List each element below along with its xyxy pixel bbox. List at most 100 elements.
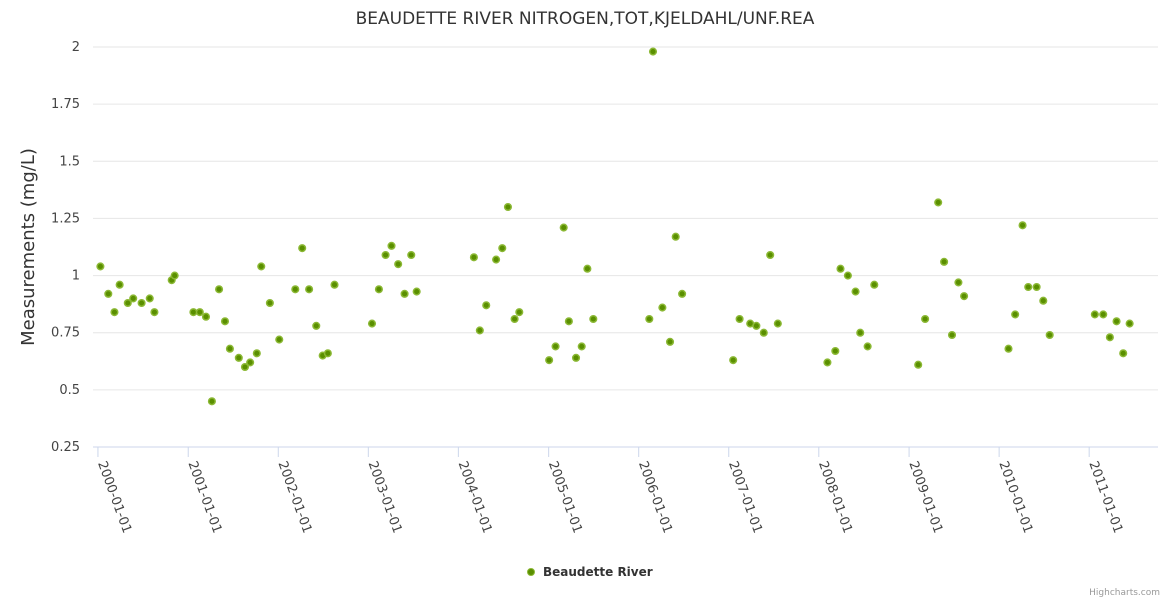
data-point[interactable] <box>1125 319 1134 328</box>
data-point[interactable] <box>96 262 105 271</box>
data-point[interactable] <box>665 337 675 346</box>
data-point[interactable] <box>145 294 154 303</box>
data-point[interactable] <box>836 264 845 273</box>
data-point[interactable] <box>678 289 687 298</box>
data-point[interactable] <box>220 317 230 326</box>
data-point[interactable] <box>475 326 484 335</box>
data-point[interactable] <box>773 319 782 328</box>
data-point[interactable] <box>752 321 761 330</box>
data-point[interactable] <box>729 356 738 365</box>
data-point[interactable] <box>766 250 775 260</box>
data-point[interactable] <box>246 358 255 367</box>
data-point[interactable] <box>374 285 383 294</box>
data-point[interactable] <box>1090 310 1099 319</box>
data-point[interactable] <box>545 356 554 365</box>
data-point[interactable] <box>571 353 581 362</box>
data-point[interactable] <box>940 257 949 266</box>
data-point[interactable] <box>851 287 860 296</box>
data-point[interactable] <box>123 298 132 308</box>
data-point[interactable] <box>265 298 274 308</box>
data-point[interactable] <box>954 278 963 287</box>
data-point[interactable] <box>1112 317 1121 326</box>
data-point[interactable] <box>312 321 321 330</box>
data-point[interactable] <box>658 303 667 312</box>
data-point[interactable] <box>137 298 146 308</box>
data-point[interactable] <box>648 47 658 56</box>
data-point[interactable] <box>759 328 768 337</box>
data-point[interactable] <box>921 314 930 324</box>
data-point[interactable] <box>1105 333 1114 342</box>
data-point[interactable] <box>589 314 598 324</box>
data-point[interactable] <box>823 358 832 367</box>
data-point[interactable] <box>305 285 314 294</box>
data-point[interactable] <box>1018 221 1027 230</box>
data-point[interactable] <box>170 271 179 280</box>
data-point[interactable] <box>1045 330 1054 340</box>
data-point[interactable] <box>234 353 243 362</box>
data-point[interactable] <box>189 308 198 317</box>
data-point[interactable] <box>503 202 512 212</box>
data-point[interactable] <box>129 294 138 303</box>
data-point[interactable] <box>469 253 478 262</box>
data-point[interactable] <box>510 314 519 324</box>
data-point[interactable] <box>195 308 204 317</box>
data-point[interactable] <box>412 287 421 296</box>
data-point[interactable] <box>856 328 865 337</box>
data-point[interactable] <box>960 292 969 301</box>
data-point[interactable] <box>870 280 879 289</box>
data-point[interactable] <box>201 312 211 321</box>
data-point[interactable] <box>381 250 390 260</box>
data-point[interactable] <box>914 360 923 369</box>
data-point[interactable] <box>104 289 113 298</box>
data-point[interactable] <box>298 244 307 253</box>
data-point[interactable] <box>564 317 573 326</box>
data-point[interactable] <box>252 349 261 358</box>
data-point[interactable] <box>1024 282 1033 292</box>
data-point[interactable] <box>551 342 560 351</box>
data-point[interactable] <box>671 232 680 241</box>
data-point[interactable] <box>1119 349 1128 358</box>
data-point[interactable] <box>330 280 339 289</box>
data-point[interactable] <box>515 308 524 317</box>
y-tick-label: 0.75 <box>51 326 80 341</box>
data-point[interactable] <box>1011 310 1020 319</box>
data-point[interactable] <box>1039 296 1048 305</box>
data-point[interactable] <box>1099 310 1108 319</box>
data-point[interactable] <box>291 285 300 294</box>
series-beaudette-river[interactable] <box>96 47 1134 406</box>
data-point[interactable] <box>843 271 852 280</box>
data-point[interactable] <box>323 349 332 358</box>
data-point[interactable] <box>863 342 872 351</box>
data-point[interactable] <box>831 346 840 356</box>
data-point[interactable] <box>240 362 250 372</box>
data-point[interactable] <box>225 344 234 353</box>
data-point[interactable] <box>934 198 943 207</box>
data-point[interactable] <box>257 262 266 271</box>
data-point[interactable] <box>947 330 957 340</box>
data-point[interactable] <box>735 314 744 324</box>
credits-link[interactable]: Highcharts.com <box>1089 588 1160 598</box>
data-point[interactable] <box>387 241 396 250</box>
data-point[interactable] <box>559 223 568 232</box>
data-point[interactable] <box>645 314 654 324</box>
data-point[interactable] <box>407 250 416 260</box>
data-point[interactable] <box>1032 282 1041 292</box>
data-point[interactable] <box>207 397 216 406</box>
data-point[interactable] <box>215 285 224 294</box>
data-point[interactable] <box>400 289 409 298</box>
legend-item[interactable]: Beaudette River <box>527 565 653 579</box>
data-point[interactable] <box>394 260 403 269</box>
data-point[interactable] <box>150 308 159 317</box>
data-point[interactable] <box>115 280 124 289</box>
data-point[interactable] <box>492 255 501 264</box>
data-point[interactable] <box>482 301 491 310</box>
data-point[interactable] <box>275 335 284 344</box>
data-point[interactable] <box>498 244 507 253</box>
data-point[interactable] <box>110 308 119 317</box>
data-point[interactable] <box>1004 344 1013 353</box>
data-point[interactable] <box>367 319 377 328</box>
data-point[interactable] <box>583 264 592 273</box>
x-tick-label: 2008-01-01 <box>815 459 855 535</box>
x-tick-label: 2001-01-01 <box>184 459 224 535</box>
data-point[interactable] <box>577 342 586 351</box>
